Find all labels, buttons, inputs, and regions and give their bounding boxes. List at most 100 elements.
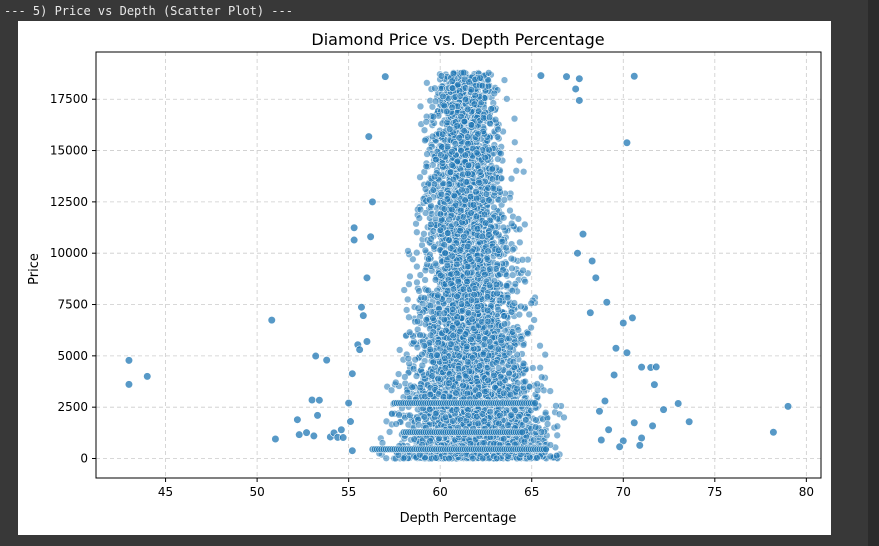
scatter-point [420,126,429,134]
scatter-point [538,373,546,381]
scatter-point [415,287,423,295]
scatter-point [490,203,498,212]
scatter-point [449,69,458,78]
scatter-point [500,320,509,328]
scatter-point [498,237,506,246]
scatter-point [416,271,425,279]
scatter-point [526,453,534,461]
scatter-point [527,299,535,307]
scatter-point [500,196,508,204]
scatter-point [515,156,524,165]
scatter-point [406,272,414,281]
scatter-point [421,136,429,145]
scatter-point [413,249,421,257]
scatter-point [448,148,456,156]
scatter-point [503,293,512,302]
scatter-point [412,220,420,228]
scatter-point [536,364,544,372]
scatter-point [521,277,529,286]
scatter-point [424,286,432,295]
scatter-point [473,162,482,170]
scatter-point [464,133,472,141]
dense-point-cloud [368,68,568,463]
scatter-point [474,107,483,115]
scatter-point [525,310,533,319]
scatter-point [388,410,396,418]
scatter-point [494,305,502,314]
scatter-point [497,174,506,182]
scatter-point [406,328,414,336]
scatter-point [421,246,430,255]
scatter-point [405,313,413,321]
scatter-point [385,428,394,436]
scatter-point [418,350,426,359]
scatter-point [537,428,546,436]
scatter-point [460,127,468,135]
scatter-point [485,146,493,154]
scatter-point [507,175,516,183]
scatter-point [533,380,541,388]
scatter-point [463,277,471,286]
scatter-point [525,383,534,391]
scatter-point [454,277,463,286]
scatter-point [515,310,523,319]
scatter-point [507,308,516,316]
scatter-point [430,180,439,188]
scatter-point [426,437,434,445]
scatter-point [464,139,472,148]
scatter-point [520,168,528,176]
scatter-point [448,77,456,85]
scatter-point [426,302,435,310]
scatter-point [509,245,517,254]
scatter-point [494,125,502,133]
scatter-point [429,314,437,322]
scatter-point [456,227,464,235]
scatter-point [434,374,442,383]
scatter-point [488,165,496,173]
scatter-point [495,246,503,254]
scatter-point [461,151,469,159]
cell-output-header: --- 5) Price vs Depth (Scatter Plot) --- [4,4,293,18]
scatter-point [502,244,510,252]
scatter-point [533,454,541,462]
scatter-point [486,407,494,416]
scatter-point [474,130,482,138]
scatter-point [553,422,561,430]
scatter-point [499,223,508,232]
scatter-point [553,431,561,439]
scatter-point [448,161,456,169]
scatter-point [474,255,482,264]
scatter-point [441,413,450,421]
scatter-point [403,306,411,314]
scatter-point [392,420,400,428]
scatter-point [437,271,445,279]
scatter-point [438,159,447,167]
scatter-point [418,361,426,370]
scatter-point [460,233,468,241]
scatter-point [514,215,523,223]
scatter-point [452,406,461,414]
scatter-point [413,228,421,236]
scatter-point [529,364,537,372]
scatter-point [404,247,412,255]
scatter-point [400,286,408,294]
scatter-point [436,226,445,234]
scatter-point [466,193,475,201]
scatter-point [439,130,447,138]
scatter-point [472,194,481,203]
scatter-point [509,271,517,279]
scatter-point [422,316,430,324]
scatter-point [378,439,387,447]
scatter-point [441,354,449,362]
scatter-point [499,266,507,274]
scatter-point [451,140,460,148]
scatter-point [405,280,413,288]
scatter-point [472,188,480,196]
scatter-point [514,326,522,334]
scatter-point [468,315,476,323]
scatter-point [459,381,467,390]
scatter-point [403,388,411,397]
scatter-point [441,364,450,372]
scatter-point [491,116,500,124]
scrollbar-track[interactable] [868,0,879,546]
